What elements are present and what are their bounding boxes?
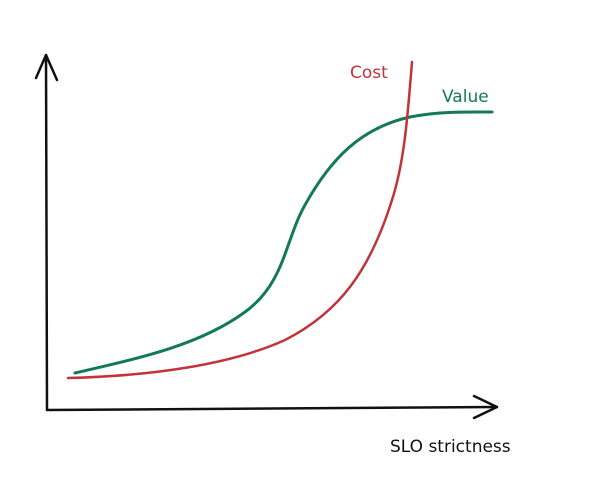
y-axis [44,53,49,412]
cost-curve [66,60,414,380]
x-axis [45,405,499,412]
value-curve [73,110,494,375]
y-axis-arrow [34,53,59,82]
value-label: Value [442,87,489,107]
cost-label: Cost [350,63,388,83]
x-axis-label: SLO strictness [390,437,511,457]
x-axis-arrow [472,394,499,420]
